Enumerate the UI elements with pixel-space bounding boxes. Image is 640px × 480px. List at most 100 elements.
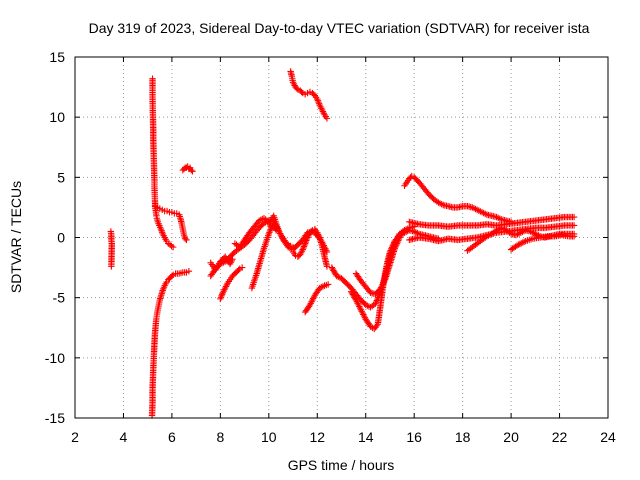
data-point [323, 115, 331, 122]
series-a2 [151, 203, 190, 244]
x-tick-label: 2 [71, 429, 79, 445]
x-tick-label: 24 [600, 429, 616, 445]
data-point [570, 213, 578, 221]
data-point [183, 236, 190, 244]
series-e1 [401, 172, 515, 226]
data-point [314, 95, 321, 103]
y-tick-label: -10 [45, 350, 65, 366]
series-a4 [179, 163, 196, 175]
data-point [217, 294, 225, 301]
series-c1 [287, 68, 331, 122]
data-point [323, 248, 331, 256]
data-point [217, 295, 224, 303]
series-t3.5 [107, 228, 116, 270]
data-point [519, 239, 526, 246]
data-point [300, 244, 307, 252]
data-point [265, 230, 273, 238]
data-point [235, 266, 242, 274]
series-b5 [231, 215, 275, 251]
series-b7 [289, 225, 331, 270]
data-point [302, 238, 309, 246]
data-point [185, 267, 193, 275]
data-point [393, 240, 401, 247]
x-tick-label: 16 [406, 429, 422, 445]
series-b8 [301, 281, 332, 316]
data-point [293, 85, 300, 92]
x-tick-label: 12 [309, 429, 325, 445]
data-point [182, 235, 189, 242]
x-tick-label: 6 [168, 429, 176, 445]
data-point [395, 237, 402, 244]
y-tick-label: 10 [49, 109, 65, 125]
data-point [438, 201, 445, 208]
plot-frame [74, 56, 609, 419]
data-point [394, 238, 401, 246]
data-point [229, 255, 236, 263]
x-tick-label: 20 [503, 429, 519, 445]
series-a1 [149, 75, 177, 251]
series-d1 [328, 223, 418, 311]
data-point [266, 221, 274, 229]
data-point [516, 240, 524, 248]
data-point [570, 233, 578, 240]
data-point [391, 245, 398, 252]
data-point [108, 263, 115, 270]
y-tick-label: 15 [49, 49, 65, 65]
data-point [238, 264, 246, 271]
data-point [314, 97, 322, 104]
x-tick-label: 18 [455, 429, 471, 445]
series-b2 [207, 253, 236, 274]
x-tick-label: 22 [552, 429, 568, 445]
data-point [266, 220, 273, 227]
series-a3 [148, 267, 193, 419]
y-tick-label: 0 [57, 230, 65, 246]
data-point [308, 228, 315, 235]
series-b6 [268, 212, 297, 251]
data-point [298, 88, 305, 96]
data-point [392, 242, 400, 249]
data-point [570, 222, 578, 229]
y-tick-label: -5 [53, 290, 66, 306]
data-point [301, 240, 309, 247]
data-point [515, 241, 522, 248]
series-e2 [406, 213, 578, 230]
y-tick-label: 5 [57, 169, 65, 185]
data-point [169, 243, 177, 251]
data-point [299, 246, 306, 253]
x-tick-label: 14 [358, 429, 374, 445]
data-point [290, 80, 298, 88]
data-point [303, 235, 311, 243]
data-point [520, 238, 528, 246]
x-tick-label: 4 [120, 429, 128, 445]
data-point [266, 227, 274, 235]
data-point [268, 224, 275, 232]
data-point [168, 272, 176, 280]
data-point [435, 235, 442, 242]
data-point [283, 240, 291, 247]
data-point [188, 166, 195, 174]
data-point [266, 229, 273, 236]
data-point [315, 100, 323, 107]
data-point [300, 243, 308, 250]
data-point [189, 168, 196, 175]
data-point [315, 98, 322, 106]
data-point [218, 292, 225, 300]
series-b3 [217, 264, 246, 303]
series-d3 [352, 227, 408, 298]
x-tick-label: 10 [261, 429, 277, 445]
data-point [518, 240, 525, 247]
y-tick-label: -15 [45, 410, 65, 426]
data-point [267, 223, 274, 230]
series-e5 [507, 231, 578, 253]
data-point [303, 237, 310, 244]
x-axis-label: GPS time / hours [288, 457, 395, 473]
data-point [324, 281, 332, 288]
data-points [107, 68, 578, 419]
series-e6 [401, 227, 442, 242]
y-axis-label: SDTVAR / TECUs [8, 181, 24, 293]
x-tick-label: 8 [216, 429, 224, 445]
data-point [218, 291, 226, 298]
data-point [392, 243, 399, 250]
